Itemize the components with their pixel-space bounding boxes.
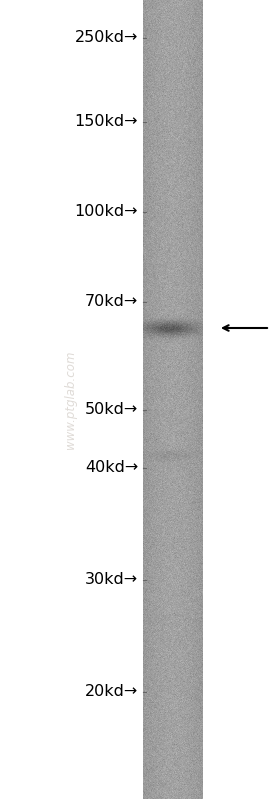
Text: 20kd→: 20kd→	[85, 685, 138, 699]
Text: 40kd→: 40kd→	[85, 460, 138, 475]
Text: 70kd→: 70kd→	[85, 295, 138, 309]
Text: 250kd→: 250kd→	[75, 30, 138, 46]
Text: 100kd→: 100kd→	[74, 205, 138, 220]
Text: 30kd→: 30kd→	[85, 573, 138, 587]
Text: www.ptglab.com: www.ptglab.com	[64, 351, 76, 449]
Text: 150kd→: 150kd→	[74, 114, 138, 129]
Text: 50kd→: 50kd→	[85, 403, 138, 418]
